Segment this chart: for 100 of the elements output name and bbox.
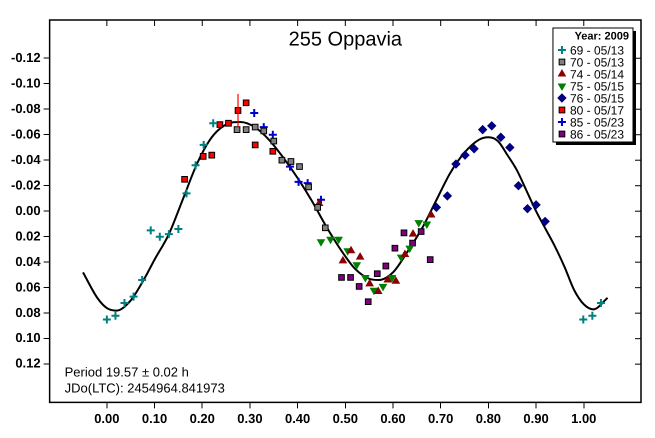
- chart-title: 255 Oppavia: [288, 28, 403, 51]
- annotation: Period 19.57 ± 0.02 h: [64, 364, 189, 380]
- legend-label: 69 - 05/13: [570, 43, 624, 58]
- point: [409, 240, 416, 246]
- legend-label: 70 - 05/13: [570, 55, 624, 70]
- point: [317, 239, 325, 246]
- point: [314, 204, 321, 211]
- point: [356, 252, 364, 260]
- y-tick-label: -0.12: [10, 50, 41, 65]
- point: [352, 262, 361, 270]
- legend-title: Year: 2009: [574, 30, 629, 43]
- point: [366, 279, 374, 286]
- point: [379, 284, 387, 291]
- point: [392, 276, 400, 284]
- point: [242, 100, 250, 106]
- point: [316, 194, 326, 205]
- y-tick-label: 0.06: [15, 279, 41, 294]
- point: [422, 221, 431, 228]
- point: [388, 274, 396, 282]
- point: [288, 158, 294, 165]
- point: [532, 200, 541, 210]
- point: [269, 148, 276, 155]
- point: [347, 246, 356, 254]
- point: [364, 298, 372, 306]
- point: [451, 160, 460, 169]
- point: [322, 224, 329, 232]
- y-tick-label: 0.12: [15, 356, 41, 371]
- point: [198, 140, 209, 150]
- point: [414, 220, 423, 228]
- point: [200, 153, 207, 160]
- y-tick-label: 0.04: [15, 254, 42, 269]
- point: [173, 224, 184, 234]
- point: [120, 298, 130, 308]
- legend-label: 75 - 05/15: [570, 79, 624, 94]
- point: [426, 256, 434, 263]
- point: [208, 118, 218, 128]
- point: [305, 184, 312, 190]
- point: [146, 225, 156, 236]
- point: [249, 108, 260, 118]
- point: [418, 228, 424, 235]
- point: [370, 288, 378, 295]
- point: [334, 236, 343, 244]
- annotation: JDo(LTC): 2454964.841973: [64, 380, 225, 396]
- legend-label: 74 - 05/14: [570, 67, 624, 82]
- point: [361, 274, 370, 282]
- point: [252, 142, 259, 148]
- legend-label: 85 - 05/23: [570, 115, 624, 130]
- point: [478, 125, 488, 134]
- point: [182, 188, 192, 198]
- y-tick-label: 0.00: [15, 202, 41, 218]
- point: [540, 216, 550, 226]
- x-tick-label: 0.30: [237, 410, 263, 426]
- point: [587, 310, 598, 321]
- point: [392, 244, 398, 252]
- point: [190, 160, 201, 170]
- x-tick-label: 0.20: [190, 410, 215, 426]
- point: [338, 274, 345, 281]
- point: [374, 287, 382, 294]
- point: [234, 126, 240, 133]
- y-tick-label: 0.02: [15, 228, 41, 244]
- x-tick-label: 0.80: [476, 410, 502, 426]
- point: [578, 314, 588, 325]
- point: [278, 156, 286, 164]
- point: [374, 270, 381, 277]
- legend-label: 80 - 05/17: [570, 103, 624, 118]
- point: [164, 229, 174, 240]
- point: [225, 120, 232, 127]
- x-tick-label: 0.40: [284, 410, 310, 426]
- point: [347, 274, 354, 281]
- point: [137, 275, 148, 286]
- legend-label: 76 - 05/15: [570, 91, 624, 106]
- point: [442, 191, 452, 200]
- point: [294, 176, 304, 187]
- point: [110, 310, 120, 321]
- x-tick-label: 0.70: [428, 410, 454, 426]
- point: [270, 138, 278, 144]
- y-tick-label: 0.08: [15, 304, 41, 320]
- point: [432, 202, 441, 212]
- point: [384, 276, 392, 283]
- point: [487, 121, 496, 130]
- point: [102, 314, 112, 325]
- point: [400, 230, 408, 236]
- point: [326, 236, 334, 244]
- point: [208, 152, 216, 158]
- y-tick-label: -0.08: [10, 100, 41, 116]
- point: [296, 163, 303, 170]
- point: [260, 128, 268, 134]
- point: [427, 210, 436, 218]
- point: [216, 121, 224, 128]
- x-tick-label: 0.00: [94, 410, 120, 426]
- point: [242, 126, 250, 133]
- point: [181, 176, 188, 183]
- point: [460, 150, 470, 160]
- point: [128, 292, 139, 302]
- point: [505, 142, 514, 152]
- point: [496, 132, 506, 142]
- point: [356, 283, 362, 290]
- point: [154, 232, 165, 242]
- point: [400, 250, 409, 258]
- x-tick-label: 0.50: [332, 410, 358, 426]
